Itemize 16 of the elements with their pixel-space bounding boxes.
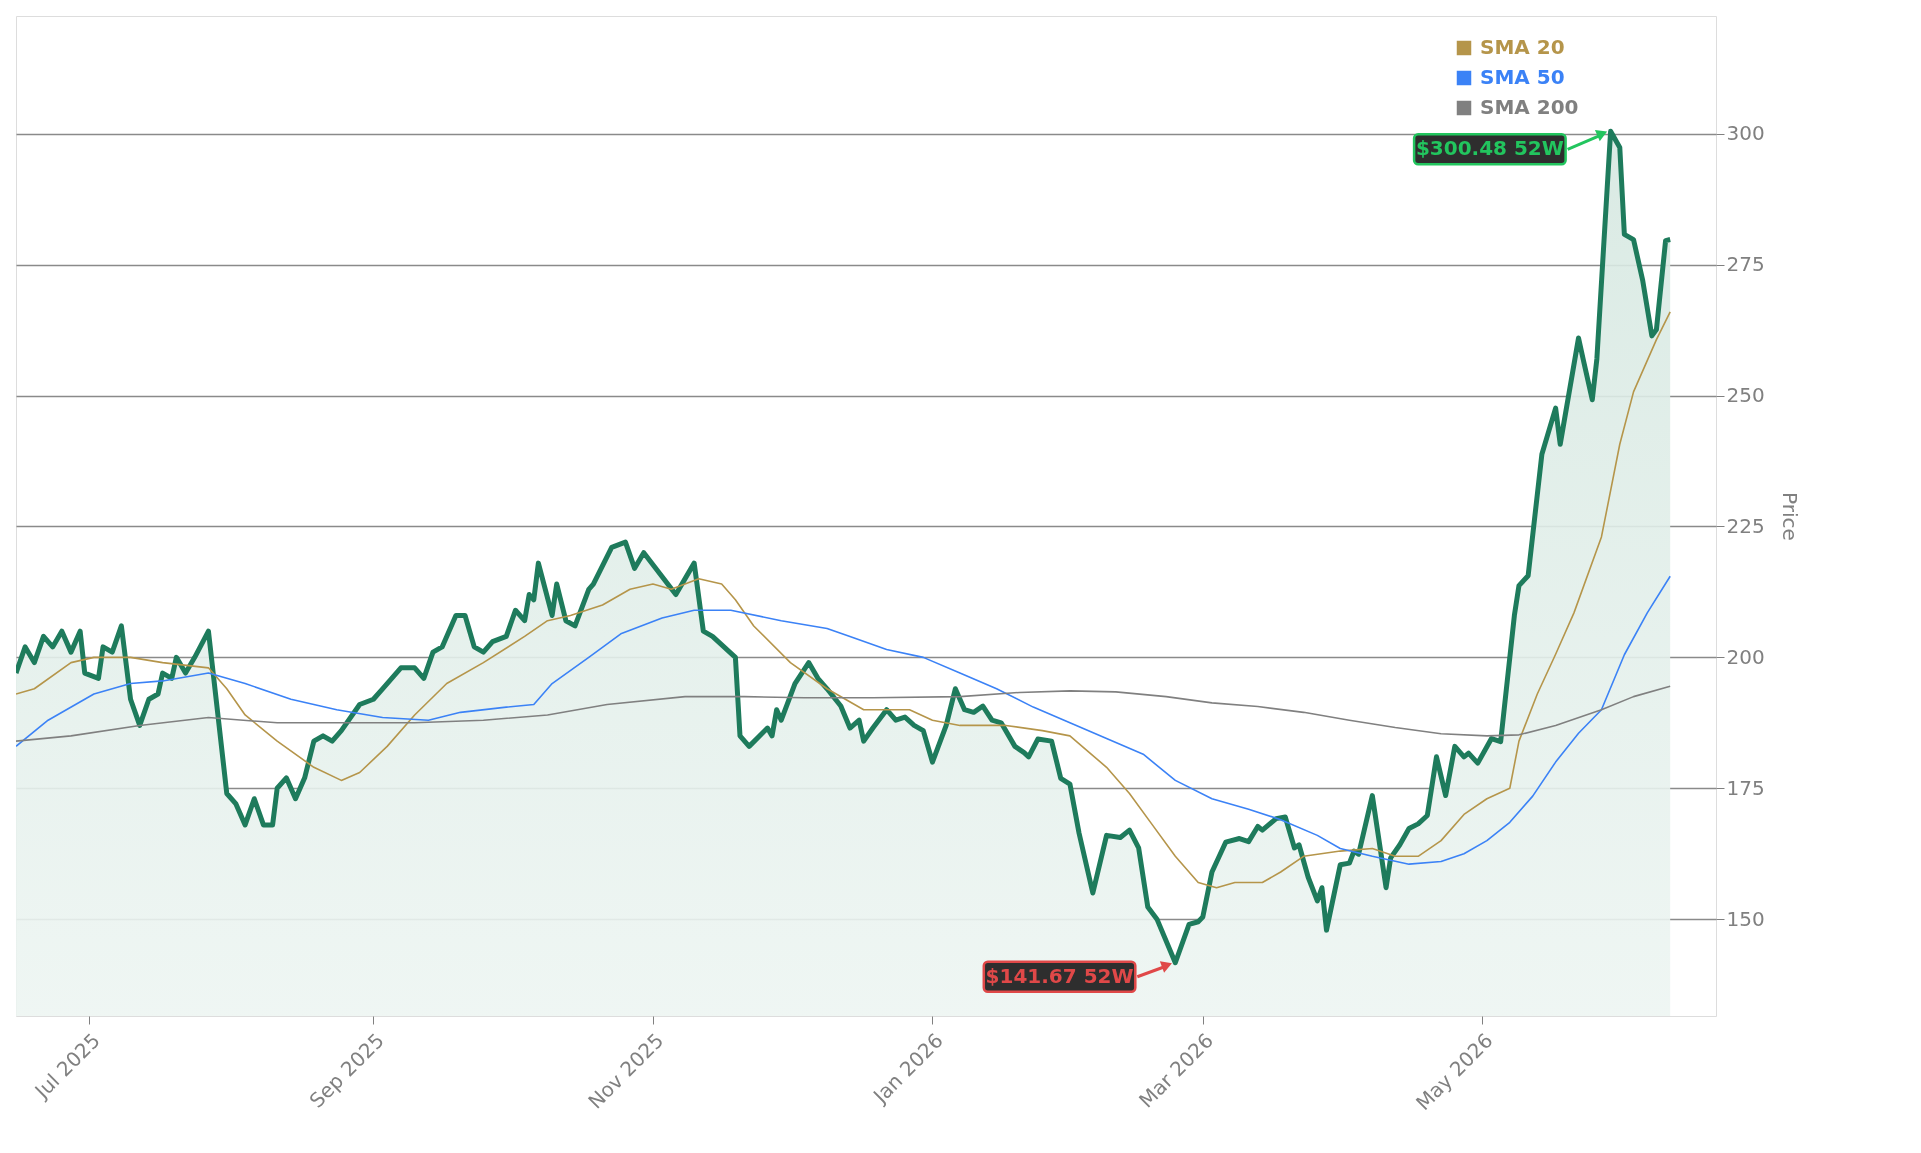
y-tick-label: 250 (1726, 383, 1765, 408)
y-tick-label: 275 (1726, 252, 1765, 277)
y-axis-title: Price (1777, 492, 1802, 541)
legend-label: SMA 20 (1480, 35, 1565, 59)
line-series (16, 311, 1671, 889)
y-tick-label: 150 (1726, 906, 1765, 931)
legend-label: SMA 50 (1480, 65, 1565, 89)
annotation: $141.67 52W (985, 963, 1134, 988)
legend-label: SMA 200 (1480, 95, 1579, 119)
y-tick-label: 175 (1726, 775, 1765, 800)
y-tick-label: 225 (1726, 513, 1765, 538)
y-tick-label: 300 (1726, 121, 1765, 146)
annotation: $300.48 52W (1415, 136, 1564, 161)
line-series (16, 685, 1671, 742)
line-series (16, 575, 1671, 865)
y-tick-label: 200 (1726, 644, 1765, 669)
